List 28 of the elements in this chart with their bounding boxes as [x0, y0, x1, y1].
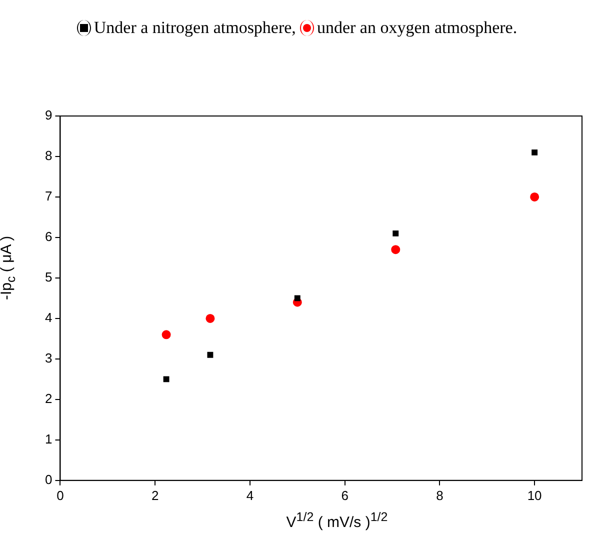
x-tick-label: 6	[341, 488, 348, 503]
point	[391, 245, 400, 254]
y-tick-label: 6	[44, 229, 52, 244]
point	[163, 376, 170, 382]
y-tick-label: 9	[44, 108, 52, 123]
y-tick-label: 8	[44, 148, 52, 164]
point	[530, 192, 540, 202]
x-tick-label: 2	[151, 488, 159, 503]
y-tick-label: 2	[44, 391, 52, 406]
x-tick-label: 4	[246, 488, 254, 503]
point	[207, 352, 214, 358]
point	[162, 330, 171, 340]
y-tick-label: 1	[44, 431, 52, 446]
legend-label: under an oxygen atmosphere.	[316, 18, 518, 38]
point	[532, 149, 538, 156]
point	[294, 295, 300, 302]
x-tick-label: 0	[56, 488, 64, 503]
y-tick-label: 4	[44, 310, 52, 326]
x-axis-title: V$^{1/2}$ ( mV/s )$^{1/2}$	[285, 510, 389, 531]
x-tick-label: 10	[527, 488, 542, 503]
y-tick-label: 7	[44, 188, 52, 204]
x-tick-label: 8	[436, 488, 444, 503]
point	[206, 314, 215, 323]
y-tick-label: 3	[44, 350, 52, 366]
y-tick-label: 5	[44, 270, 52, 285]
point	[392, 230, 399, 236]
y-tick-label: 0	[44, 472, 52, 487]
legend-label: Under a nitrogen atmosphere,	[94, 18, 296, 38]
